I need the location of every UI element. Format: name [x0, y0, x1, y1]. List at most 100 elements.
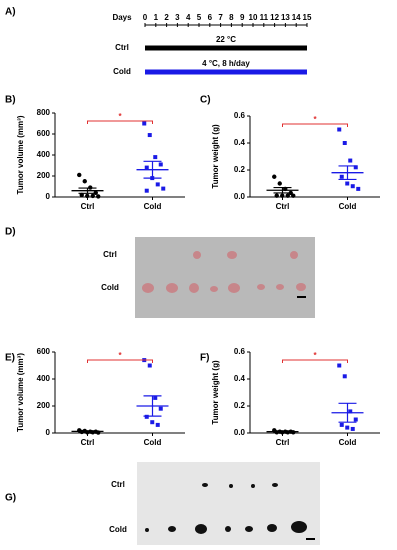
error-bar [78, 430, 97, 433]
x-tick-label: Ctrl [276, 438, 290, 447]
row-label: Cold [113, 67, 131, 76]
data-point [280, 193, 285, 198]
significance-label: * [313, 351, 317, 360]
panel-label: G) [5, 493, 16, 504]
data-point [147, 133, 152, 138]
y-axis-label: Tumor volume (mm³) [16, 115, 25, 194]
row-label: Cold [101, 283, 119, 292]
day-label: 6 [208, 13, 213, 22]
condition-label: 22 °C [216, 35, 236, 44]
y-tick-label: 0.4 [234, 138, 246, 147]
tumors-d [142, 251, 306, 293]
x-tick-label: Cold [339, 438, 357, 447]
y-tick-label: 0 [46, 428, 51, 437]
panel-label: A) [5, 7, 16, 18]
data-point [291, 193, 296, 198]
y-tick-label: 0.4 [234, 374, 246, 383]
y-tick-label: 0.0 [234, 192, 246, 201]
data-point [345, 425, 350, 430]
row-label: Ctrl [103, 250, 117, 259]
data-point [339, 422, 344, 427]
x-tick-label: Ctrl [81, 202, 95, 211]
data-point [155, 182, 160, 187]
y-tick-label: 0.6 [234, 111, 246, 120]
panel-label: F) [200, 353, 209, 364]
data-point [144, 414, 149, 419]
row-label: Ctrl [111, 480, 125, 489]
data-point [155, 422, 160, 427]
x-tick-label: Cold [144, 202, 162, 211]
y-tick-label: 400 [37, 150, 51, 159]
data-point [353, 417, 358, 422]
day-label: 13 [281, 13, 290, 22]
y-tick-label: 0.2 [234, 401, 246, 410]
y-tick-label: 0 [46, 192, 51, 201]
y-axis-label: Tumor weight (g) [211, 124, 220, 189]
data-point [350, 426, 355, 431]
data-point [144, 188, 149, 193]
data-point [285, 193, 290, 198]
x-tick-label: Ctrl [276, 202, 290, 211]
data-point [274, 193, 279, 198]
day-label: 11 [260, 13, 269, 22]
day-label: 4 [186, 13, 191, 22]
data-point [153, 395, 158, 400]
significance-label: * [313, 115, 317, 124]
day-label: 10 [249, 13, 258, 22]
photo-g [137, 462, 320, 545]
y-tick-label: 800 [37, 108, 51, 117]
y-tick-label: 400 [37, 374, 51, 383]
data-point [353, 165, 358, 170]
day-label: 5 [197, 13, 202, 22]
data-point [348, 158, 353, 163]
data-point [142, 121, 147, 126]
data-point [90, 193, 95, 199]
data-point [150, 420, 155, 425]
panel-label: C) [200, 95, 211, 106]
data-point [348, 409, 353, 414]
y-tick-label: 200 [37, 401, 51, 410]
data-point [350, 184, 355, 189]
data-point [356, 186, 361, 191]
y-tick-label: 0.2 [234, 165, 246, 174]
day-label: 3 [175, 13, 180, 22]
data-point [147, 363, 152, 368]
panel-label: B) [5, 95, 16, 106]
day-label: 2 [164, 13, 169, 22]
data-point [272, 174, 277, 179]
data-point [153, 155, 158, 160]
y-tick-label: 0.6 [234, 347, 246, 356]
data-point [337, 127, 342, 132]
x-tick-label: Ctrl [81, 438, 95, 447]
data-point [342, 141, 347, 145]
condition-bar [145, 69, 307, 75]
data-point [339, 174, 344, 179]
data-point [96, 194, 101, 199]
data-point [85, 193, 90, 199]
y-tick-label: 200 [37, 171, 51, 180]
condition-label: 4 °C, 8 h/day [202, 59, 250, 68]
y-tick-label: 600 [37, 347, 51, 356]
error-bar [78, 187, 97, 194]
day-label: 9 [240, 13, 245, 22]
data-point [82, 179, 87, 184]
data-point [345, 181, 350, 186]
data-point [158, 406, 163, 411]
day-label: 0 [143, 13, 148, 22]
x-tick-label: Cold [144, 438, 162, 447]
day-label: 14 [292, 13, 301, 22]
condition-bar [145, 45, 307, 51]
y-tick-label: 600 [37, 129, 51, 138]
days-label: Days [112, 13, 132, 22]
data-point [337, 363, 342, 368]
significance-bracket [282, 359, 348, 363]
data-point [277, 181, 282, 186]
data-point [77, 172, 82, 178]
y-tick-label: 0.0 [234, 428, 246, 437]
data-point [144, 165, 149, 170]
y-axis-label: Tumor volume (mm³) [16, 353, 25, 432]
data-point [161, 186, 166, 191]
error-bar [338, 402, 357, 423]
error-bar [143, 395, 162, 417]
